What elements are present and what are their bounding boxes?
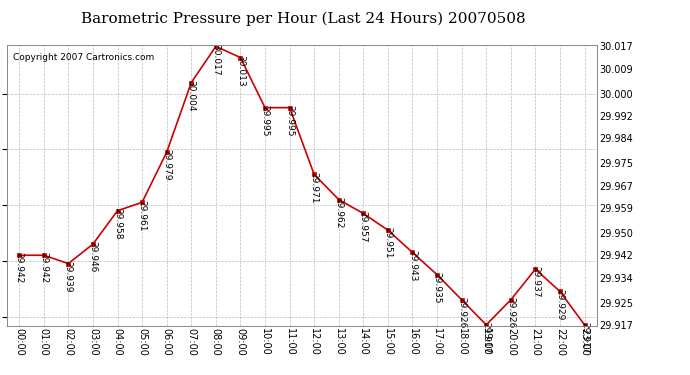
Text: 29.971: 29.971: [310, 172, 319, 203]
Text: 29.929: 29.929: [555, 289, 564, 320]
Text: 30.004: 30.004: [187, 80, 196, 111]
Text: 29.957: 29.957: [359, 211, 368, 242]
Text: 29.958: 29.958: [113, 208, 122, 239]
Text: 29.942: 29.942: [39, 252, 48, 284]
Text: 29.962: 29.962: [334, 197, 343, 228]
Text: 29.935: 29.935: [433, 272, 442, 303]
Text: 29.946: 29.946: [88, 242, 97, 273]
Text: 29.942: 29.942: [14, 252, 23, 284]
Text: 30.017: 30.017: [211, 44, 220, 75]
Text: 29.979: 29.979: [162, 149, 171, 181]
Text: 29.926: 29.926: [506, 297, 515, 328]
Text: 29.961: 29.961: [137, 200, 146, 231]
Text: 29.937: 29.937: [531, 266, 540, 298]
Text: 29.995: 29.995: [285, 105, 294, 136]
Text: 29.917: 29.917: [482, 322, 491, 354]
Text: Copyright 2007 Cartronics.com: Copyright 2007 Cartronics.com: [13, 54, 154, 62]
Text: 29.943: 29.943: [408, 250, 417, 281]
Text: 29.995: 29.995: [261, 105, 270, 136]
Text: 29.926: 29.926: [457, 297, 466, 328]
Text: 29.951: 29.951: [384, 227, 393, 259]
Text: 29.939: 29.939: [64, 261, 73, 292]
Text: 29.917: 29.917: [580, 322, 589, 354]
Text: 30.013: 30.013: [236, 55, 245, 86]
Text: Barometric Pressure per Hour (Last 24 Hours) 20070508: Barometric Pressure per Hour (Last 24 Ho…: [81, 11, 526, 26]
